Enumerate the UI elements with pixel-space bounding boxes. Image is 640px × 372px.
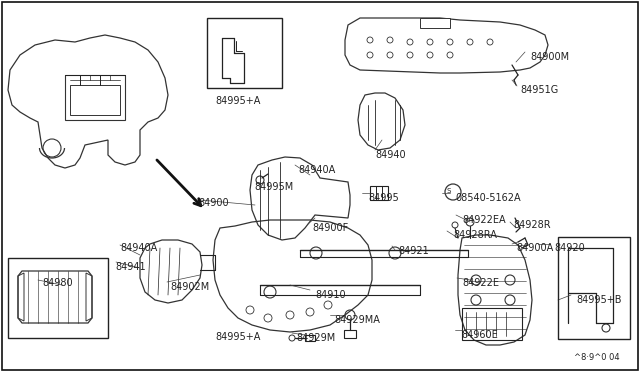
Polygon shape (420, 18, 450, 28)
Text: 84995+A: 84995+A (215, 96, 260, 106)
Text: 84900: 84900 (198, 198, 228, 208)
Text: 84900A: 84900A (516, 243, 553, 253)
Text: 84995: 84995 (368, 193, 399, 203)
Text: 84995+A: 84995+A (215, 332, 260, 342)
Text: 84922EA: 84922EA (462, 215, 506, 225)
Text: 84928R: 84928R (513, 220, 550, 230)
Text: 84941: 84941 (115, 262, 146, 272)
Text: 08540-5162A: 08540-5162A (455, 193, 520, 203)
Bar (8, 258, 108, 338)
Text: 84910: 84910 (315, 290, 346, 300)
Text: 84902M: 84902M (170, 282, 209, 292)
Text: ^8·9^0 04: ^8·9^0 04 (574, 353, 620, 362)
Bar (370, 186, 388, 200)
Text: 84960E: 84960E (461, 330, 498, 340)
Bar (207, 18, 282, 88)
Bar (305, 335, 315, 341)
Text: 84940: 84940 (375, 150, 406, 160)
Text: 84900F: 84900F (312, 223, 348, 233)
Text: 84929MA: 84929MA (334, 315, 380, 325)
Text: S: S (447, 188, 451, 194)
Text: 84940A: 84940A (120, 243, 157, 253)
Text: 84920: 84920 (554, 243, 585, 253)
Text: 84980: 84980 (42, 278, 72, 288)
Text: 84928RA: 84928RA (453, 230, 497, 240)
Text: 84951G: 84951G (520, 85, 558, 95)
Text: 84929M: 84929M (296, 333, 335, 343)
Text: 84940A: 84940A (298, 165, 335, 175)
Text: 84921: 84921 (398, 246, 429, 256)
Text: 84900M: 84900M (530, 52, 569, 62)
Text: 84995+B: 84995+B (576, 295, 621, 305)
Bar (558, 237, 630, 339)
Bar (462, 308, 522, 340)
Text: 84995M: 84995M (254, 182, 293, 192)
Bar (344, 330, 356, 338)
Text: 84922E: 84922E (462, 278, 499, 288)
